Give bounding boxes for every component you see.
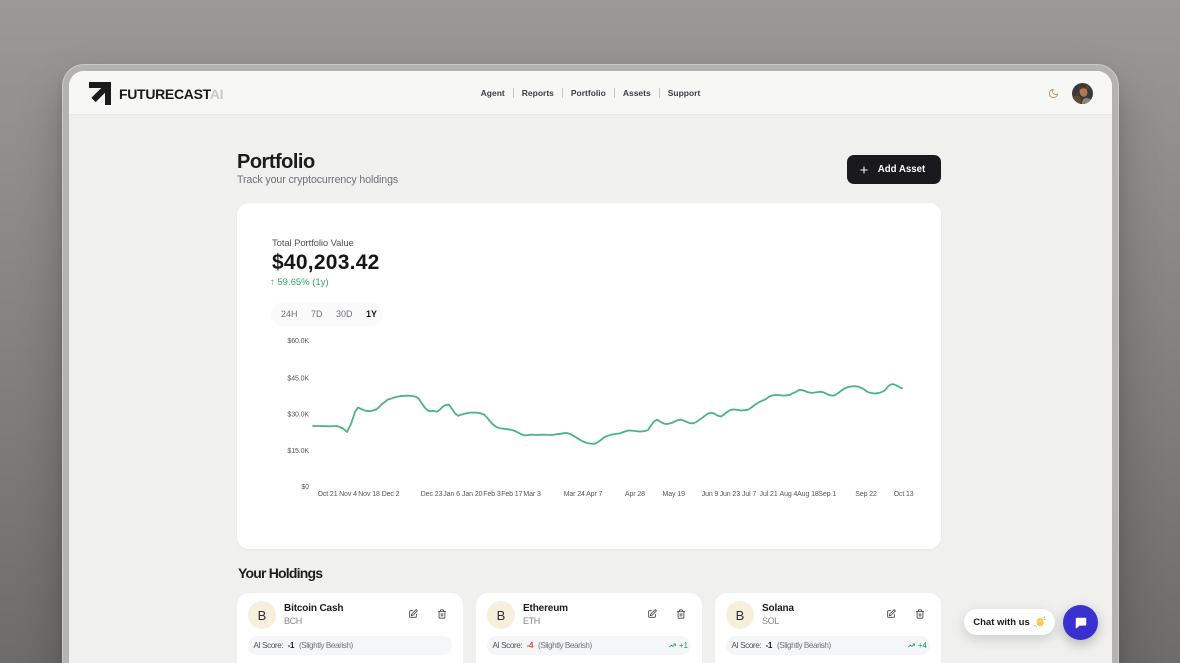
svg-text:Apr 7: Apr 7	[586, 491, 602, 498]
svg-text:Nov 4: Nov 4	[339, 491, 357, 498]
svg-text:Aug 4: Aug 4	[780, 491, 798, 498]
svg-text:$30.0K: $30.0K	[287, 412, 309, 419]
svg-text:$60.0K: $60.0K	[287, 338, 309, 345]
svg-text:Jun 23: Jun 23	[720, 491, 741, 498]
svg-text:Oct 13: Oct 13	[894, 491, 914, 498]
svg-text:Nov 18: Nov 18	[358, 491, 380, 498]
svg-text:Mar 24: Mar 24	[564, 491, 585, 498]
svg-text:$0: $0	[301, 484, 309, 491]
svg-text:Jun 9: Jun 9	[702, 491, 719, 498]
svg-text:Jul 7: Jul 7	[742, 491, 756, 498]
svg-text:Jan 6: Jan 6	[443, 491, 460, 498]
svg-text:May 19: May 19	[663, 491, 686, 498]
svg-text:Feb 3: Feb 3	[483, 491, 501, 498]
svg-text:Apr 28: Apr 28	[625, 491, 645, 498]
svg-text:Feb 17: Feb 17	[501, 491, 522, 498]
svg-text:Dec 23: Dec 23	[421, 491, 443, 498]
svg-text:Jul 21: Jul 21	[760, 491, 778, 498]
svg-text:Sep 1: Sep 1	[818, 491, 836, 498]
svg-text:Dec 2: Dec 2	[382, 491, 400, 498]
svg-text:Aug 18: Aug 18	[797, 491, 819, 498]
svg-text:Sep 22: Sep 22	[855, 491, 877, 498]
svg-text:$45.0K: $45.0K	[287, 375, 309, 382]
svg-text:Oct 21: Oct 21	[317, 491, 337, 498]
svg-text:$15.0K: $15.0K	[287, 448, 309, 455]
svg-text:Jan 20: Jan 20	[462, 491, 483, 498]
svg-text:Mar 3: Mar 3	[523, 491, 541, 498]
